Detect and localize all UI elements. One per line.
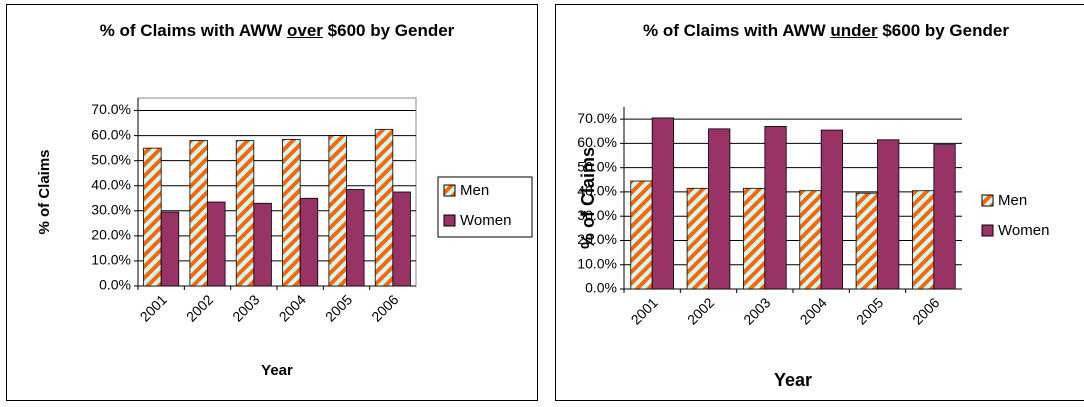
y-tick-label: 20.0% — [577, 231, 617, 247]
x-tick-label: 2002 — [183, 291, 216, 324]
x-tick-label: 2003 — [740, 294, 773, 327]
legend-label: Women — [460, 212, 511, 229]
y-tick-label: 60.0% — [91, 126, 131, 142]
bar — [855, 192, 878, 290]
title-part: % of Claims with AWW — [643, 21, 826, 40]
bar — [253, 202, 272, 287]
x-axis-title: Year — [774, 370, 812, 390]
bar — [160, 211, 180, 287]
bar — [912, 190, 935, 290]
chart: 0.0% 10.0% 20.0% 30.0% 40.0% 50.0% 60.0% 70.0% 2… — [36, 97, 533, 379]
bar — [143, 147, 162, 287]
chart-title: % of Claims with AWW over $600 by Gender — [67, 17, 487, 45]
bar — [820, 129, 843, 290]
x-axis-title: Year — [261, 362, 293, 379]
legend-label: Men — [998, 192, 1027, 209]
title-part: $600 by Gender — [882, 21, 1009, 40]
y-tick-label: 20.0% — [91, 227, 131, 243]
x-tick-label: 2004 — [276, 291, 309, 324]
y-tick-label: 0.0% — [99, 277, 131, 293]
y-tick-label: 10.0% — [91, 252, 131, 268]
bar — [346, 189, 365, 287]
bar — [282, 138, 301, 287]
legend-swatch — [981, 194, 994, 207]
bar — [764, 126, 787, 290]
chart: 0.0% 10.0% 20.0% 30.0% 40.0% 50.0% 60.0% 70.0% 2… — [577, 107, 1084, 390]
x-tick-label: 2003 — [229, 291, 262, 324]
x-tick-label: 2005 — [322, 291, 355, 324]
chart-panel: % of Claims with AWW under $600 by Gende… — [555, 4, 1084, 401]
y-tick-label: 10.0% — [577, 255, 617, 271]
title-part: $600 by Gender — [327, 21, 455, 40]
bar — [877, 139, 900, 290]
chart-panel: % of Claims with AWW over $600 by Gender… — [6, 4, 538, 401]
bar — [743, 187, 766, 290]
legend-label: Men — [460, 182, 489, 199]
bar — [651, 117, 674, 290]
x-tick-label: 2001 — [628, 294, 661, 327]
bar — [686, 187, 709, 290]
x-tick-label: 2001 — [137, 291, 170, 324]
bar — [189, 140, 208, 287]
y-tick-label: 40.0% — [91, 176, 131, 192]
y-axis-title: % of Claims — [36, 149, 53, 234]
bar — [392, 191, 411, 287]
bar — [933, 144, 956, 290]
title-part: % of Claims with AWW — [99, 21, 283, 40]
bar — [708, 128, 731, 290]
y-tick-label: 70.0% — [91, 101, 131, 117]
y-tick-label: 0.0% — [585, 280, 617, 296]
bar — [374, 128, 394, 287]
y-tick-label: 30.0% — [91, 202, 131, 218]
y-tick-label: 40.0% — [577, 183, 617, 199]
x-tick-label: 2006 — [909, 294, 942, 327]
legend-swatch — [981, 224, 994, 237]
x-tick-label: 2006 — [368, 291, 401, 324]
y-tick-label: 70.0% — [577, 110, 617, 126]
title-part: under — [830, 21, 878, 40]
x-tick-label: 2004 — [797, 294, 830, 327]
legend-box — [976, 187, 1084, 247]
y-axis-title: % of Claims — [578, 147, 598, 249]
legend-label: Women — [998, 222, 1049, 239]
x-tick-label: 2002 — [684, 294, 717, 327]
y-tick-label: 60.0% — [577, 134, 617, 150]
x-tick-label: 2005 — [853, 294, 886, 327]
bar — [299, 197, 319, 287]
bar — [799, 190, 822, 290]
legend-swatch — [443, 184, 456, 197]
y-tick-label: 50.0% — [91, 151, 131, 167]
bar — [630, 180, 653, 290]
bar — [207, 201, 226, 287]
y-tick-label: 50.0% — [577, 158, 617, 174]
bar — [235, 140, 255, 287]
chart-title: % of Claims with AWW under $600 by Gende… — [626, 17, 1026, 45]
y-tick-label: 30.0% — [577, 207, 617, 223]
title-part: over — [287, 21, 323, 40]
bar — [328, 135, 347, 287]
plot-area — [137, 97, 417, 287]
legend-swatch — [443, 214, 456, 227]
